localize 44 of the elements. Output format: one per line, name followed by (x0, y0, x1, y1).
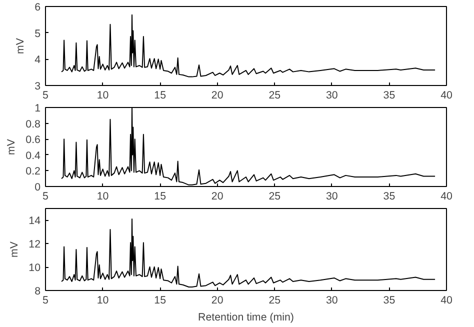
x-tick-label: 25 (268, 294, 281, 306)
y-tick-label: 0 (34, 182, 41, 194)
x-tick-label: 10 (96, 294, 109, 306)
x-tick-label: 15 (154, 294, 166, 306)
x-tick-label: 20 (211, 90, 224, 102)
x-tick-label: 30 (326, 190, 338, 202)
y-axis-title: mV (8, 240, 21, 258)
x-tick-label: 15 (154, 190, 166, 202)
x-tick-label: 5 (42, 294, 49, 306)
x-tick-label: 10 (96, 90, 109, 102)
y-axis-title: mV (14, 37, 27, 54)
y-tick-label: 0.4 (26, 150, 41, 162)
y-tick-label: 4 (34, 54, 41, 66)
y-tick-label: 0.8 (26, 118, 41, 130)
x-tick-label: 35 (383, 294, 396, 306)
x-tick-label: 25 (268, 190, 281, 202)
x-tick-label: 40 (440, 190, 452, 202)
x-tick-label: 25 (268, 90, 281, 102)
y-tick-label: 10 (28, 262, 41, 274)
x-tick-label: 30 (326, 294, 338, 306)
y-axis-title: mV (6, 138, 18, 155)
x-tick-label: 35 (383, 190, 396, 202)
x-tick-label: 20 (211, 294, 224, 306)
y-tick-label: 3 (34, 80, 41, 92)
x-tick-label: 40 (440, 90, 452, 102)
y-tick-label: 0.6 (26, 134, 41, 146)
x-tick-label: 10 (96, 190, 109, 202)
line-series (61, 218, 436, 288)
x-tick-label: 40 (440, 294, 452, 306)
x-tick-label: 5 (42, 90, 49, 102)
x-tick-label: 35 (383, 90, 396, 102)
y-tick-label: 8 (34, 286, 41, 298)
x-tick-label: 15 (154, 90, 166, 102)
y-tick-label: 12 (28, 238, 41, 251)
y-tick-label: 14 (28, 215, 41, 228)
x-tick-label: 20 (211, 190, 224, 202)
y-tick-label: 1 (34, 102, 41, 114)
x-axis-title: Retention time (min) (198, 312, 294, 324)
y-tick-label: 5 (34, 28, 41, 40)
x-tick-label: 30 (326, 90, 338, 102)
y-tick-label: 0.2 (26, 166, 41, 178)
y-tick-label: 6 (34, 2, 41, 14)
x-tick-label: 5 (42, 190, 49, 202)
line-series (61, 14, 436, 78)
